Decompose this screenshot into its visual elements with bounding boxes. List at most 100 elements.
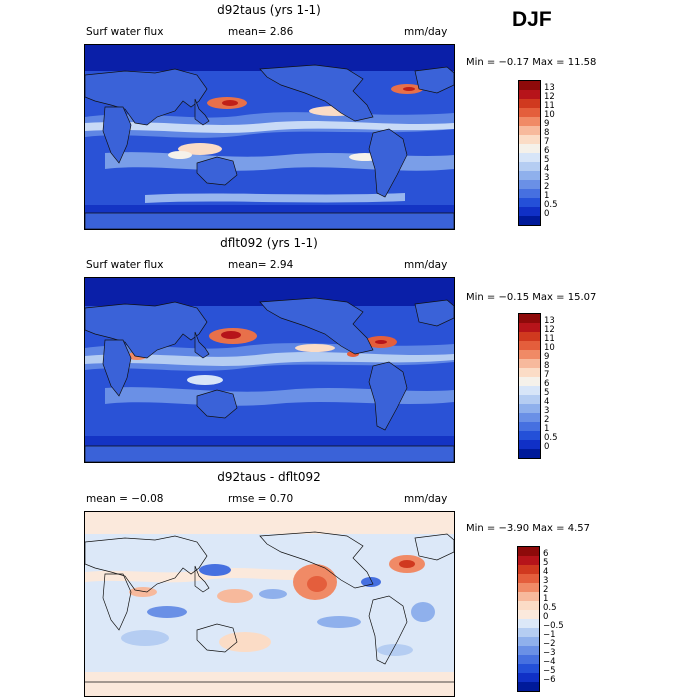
colorbar-tick-label: 9 bbox=[544, 119, 550, 129]
colorbar-swatch bbox=[518, 682, 539, 691]
colorbar-tick-label: 0.5 bbox=[544, 433, 558, 443]
colorbar-swatch bbox=[518, 565, 539, 574]
colorbar-swatch bbox=[518, 583, 539, 592]
colorbar-tick-label: −1 bbox=[543, 630, 556, 640]
colorbar-tick-label: −6 bbox=[543, 675, 556, 685]
colorbar-swatch bbox=[519, 431, 540, 440]
panel-3-mean: mean = −0.08 bbox=[86, 493, 164, 505]
colorbar-tick-label: 13 bbox=[544, 83, 555, 93]
colorbar-swatch bbox=[518, 592, 539, 601]
colorbar-tick-label: 2 bbox=[544, 415, 550, 425]
colorbar-tick-label: −2 bbox=[543, 639, 556, 649]
colorbar-swatch bbox=[519, 440, 540, 449]
colorbar-swatch bbox=[518, 556, 539, 565]
colorbar-tick-label: 6 bbox=[543, 549, 549, 559]
panel-1-field-label: Surf water flux bbox=[86, 26, 164, 38]
colorbar-swatch bbox=[519, 404, 540, 413]
panel-1-title: d92taus (yrs 1-1) bbox=[217, 3, 321, 17]
panel-1-units: mm/day bbox=[404, 26, 448, 38]
panel-2-map bbox=[84, 277, 455, 463]
panel-3-colorbar bbox=[517, 546, 540, 692]
colorbar-tick-label: 5 bbox=[544, 388, 550, 398]
panel-1-colorbar-swatches bbox=[519, 81, 540, 225]
colorbar-tick-label: 3 bbox=[544, 406, 550, 416]
colorbar-swatch bbox=[519, 341, 540, 350]
panel-2-title: dflt092 (yrs 1-1) bbox=[220, 236, 318, 250]
colorbar-swatch bbox=[518, 673, 539, 682]
colorbar-swatch bbox=[519, 135, 540, 144]
panel-3-units: mm/day bbox=[404, 493, 448, 505]
colorbar-swatch bbox=[519, 108, 540, 117]
season-label: DJF bbox=[512, 8, 552, 31]
colorbar-tick-label: 3 bbox=[544, 173, 550, 183]
colorbar-swatch bbox=[519, 153, 540, 162]
colorbar-swatch bbox=[519, 81, 540, 90]
colorbar-swatch bbox=[519, 395, 540, 404]
colorbar-tick-label: 0.5 bbox=[543, 603, 557, 613]
colorbar-tick-label: 0 bbox=[544, 442, 550, 452]
colorbar-swatch bbox=[519, 323, 540, 332]
colorbar-tick-label: 2 bbox=[543, 585, 549, 595]
colorbar-swatch bbox=[518, 547, 539, 556]
colorbar-swatch bbox=[519, 359, 540, 368]
colorbar-swatch bbox=[519, 314, 540, 323]
colorbar-tick-label: −5 bbox=[543, 666, 556, 676]
colorbar-swatch bbox=[518, 601, 539, 610]
colorbar-tick-label: 9 bbox=[544, 352, 550, 362]
colorbar-swatch bbox=[519, 377, 540, 386]
panel-2-mean: mean= 2.94 bbox=[228, 259, 294, 271]
colorbar-tick-label: 4 bbox=[543, 567, 549, 577]
colorbar-tick-label: 10 bbox=[544, 343, 555, 353]
colorbar-swatch bbox=[518, 664, 539, 673]
panel-2-colorbar bbox=[518, 313, 541, 459]
colorbar-swatch bbox=[519, 198, 540, 207]
panel-1-map bbox=[84, 44, 455, 230]
colorbar-tick-label: 0 bbox=[543, 612, 549, 622]
colorbar-swatch bbox=[519, 368, 540, 377]
panel-1-mean: mean= 2.86 bbox=[228, 26, 294, 38]
colorbar-swatch bbox=[519, 422, 540, 431]
panel-3-map bbox=[84, 511, 455, 697]
colorbar-tick-label: 2 bbox=[544, 182, 550, 192]
colorbar-tick-label: −0.5 bbox=[543, 621, 564, 631]
panel-2-field-label: Surf water flux bbox=[86, 259, 164, 271]
colorbar-tick-label: 13 bbox=[544, 316, 555, 326]
panel-2-colorbar-swatches bbox=[519, 314, 540, 458]
colorbar-tick-label: 12 bbox=[544, 325, 555, 335]
colorbar-swatch bbox=[519, 386, 540, 395]
colorbar-tick-label: 7 bbox=[544, 137, 550, 147]
colorbar-swatch bbox=[519, 162, 540, 171]
colorbar-tick-label: 8 bbox=[544, 128, 550, 138]
colorbar-swatch bbox=[519, 413, 540, 422]
colorbar-swatch bbox=[519, 90, 540, 99]
colorbar-swatch bbox=[519, 216, 540, 225]
colorbar-tick-label: 11 bbox=[544, 334, 555, 344]
colorbar-tick-label: 6 bbox=[544, 379, 550, 389]
colorbar-tick-label: 4 bbox=[544, 397, 550, 407]
colorbar-swatch bbox=[519, 117, 540, 126]
panel-1-minmax: Min = −0.17 Max = 11.58 bbox=[466, 57, 597, 68]
colorbar-tick-label: 7 bbox=[544, 370, 550, 380]
colorbar-swatch bbox=[518, 655, 539, 664]
colorbar-swatch bbox=[519, 144, 540, 153]
panel-2-units: mm/day bbox=[404, 259, 448, 271]
panel-3-minmax: Min = −3.90 Max = 4.57 bbox=[466, 523, 590, 534]
panel-3-title: d92taus - dflt092 bbox=[217, 470, 321, 484]
colorbar-swatch bbox=[519, 180, 540, 189]
colorbar-tick-label: 0 bbox=[544, 209, 550, 219]
colorbar-swatch bbox=[519, 189, 540, 198]
colorbar-swatch bbox=[518, 646, 539, 655]
colorbar-tick-label: 12 bbox=[544, 92, 555, 102]
colorbar-swatch bbox=[519, 350, 540, 359]
colorbar-tick-label: 10 bbox=[544, 110, 555, 120]
colorbar-tick-label: −3 bbox=[543, 648, 556, 658]
panel-3-rmse: rmse = 0.70 bbox=[228, 493, 294, 505]
colorbar-swatch bbox=[518, 574, 539, 583]
colorbar-tick-label: 1 bbox=[543, 594, 549, 604]
colorbar-tick-label: 6 bbox=[544, 146, 550, 156]
colorbar-swatch bbox=[518, 637, 539, 646]
colorbar-swatch bbox=[519, 449, 540, 458]
colorbar-tick-label: 5 bbox=[544, 155, 550, 165]
colorbar-tick-label: 4 bbox=[544, 164, 550, 174]
colorbar-swatch bbox=[519, 171, 540, 180]
